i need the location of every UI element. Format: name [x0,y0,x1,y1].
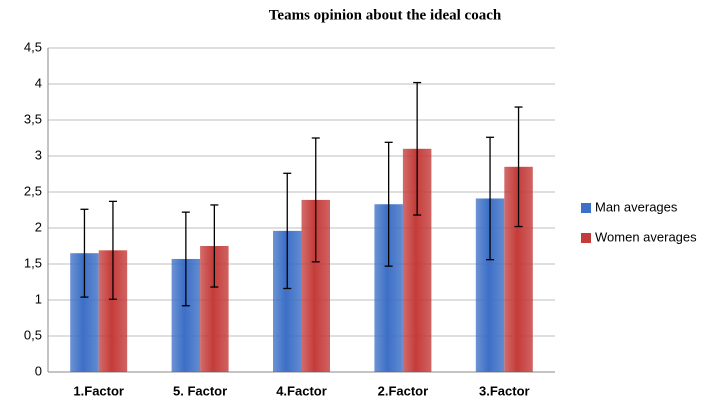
error-bar [181,211,190,307]
y-tick-label: 2 [35,219,42,234]
error-bar [210,204,219,288]
legend-label: Man averages [595,199,678,214]
y-tick-label: 3,5 [24,111,42,126]
error-bar [413,81,422,216]
error-bar [311,137,320,263]
x-tick-label: 2.Factor [378,383,429,398]
y-tick-label: 4,5 [24,39,42,54]
y-tick-label: 0 [35,363,42,378]
y-tick-label: 2,5 [24,183,42,198]
error-bar [108,200,117,300]
error-bar [80,208,89,298]
x-tick-label: 4.Factor [276,383,327,398]
chart-title: Teams opinion about the ideal coach [269,7,502,23]
error-bar [283,172,292,290]
y-tick-label: 1 [35,291,42,306]
error-bar [384,141,393,267]
y-tick-label: 0,5 [24,327,42,342]
legend-label: Women averages [595,229,697,244]
y-tick-label: 3 [35,147,42,162]
x-tick-label: 5. Factor [173,383,227,398]
y-tick-label: 1,5 [24,255,42,270]
y-tick-label: 4 [35,75,42,90]
error-bar [514,106,523,228]
legend-swatch [581,203,591,213]
x-tick-label: 1.Factor [73,383,124,398]
x-tick-label: 3.Factor [479,383,530,398]
error-bar [486,136,495,261]
legend-swatch [581,233,591,243]
